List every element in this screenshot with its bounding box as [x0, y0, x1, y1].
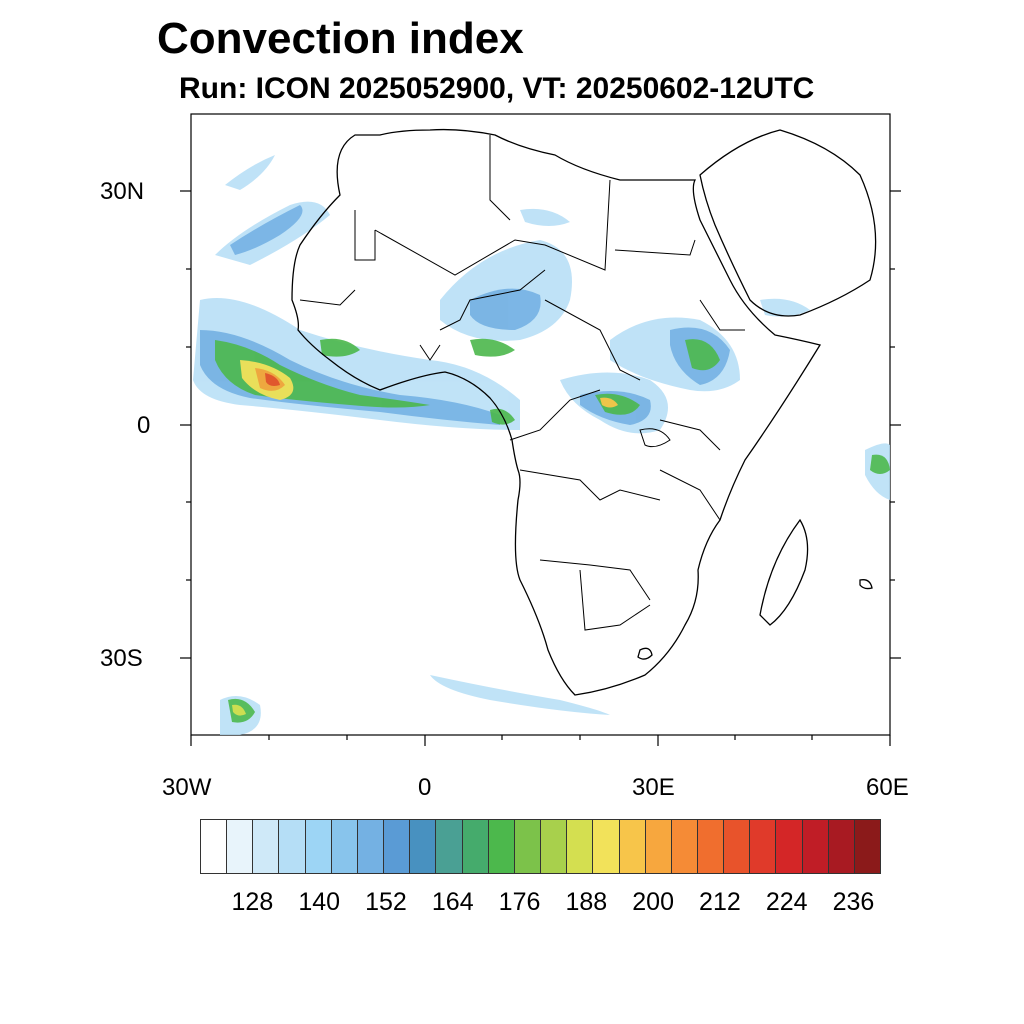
coastlines — [291, 128, 877, 696]
colorbar-label: 212 — [699, 888, 741, 916]
lat-label-0: 0 — [137, 412, 151, 439]
colorbar-label: 200 — [632, 888, 674, 916]
colorbar-cell — [305, 820, 332, 873]
colorbar-cell — [828, 820, 855, 873]
colorbar-cell — [384, 820, 411, 873]
colorbar-label: 128 — [231, 888, 274, 916]
axis-ticks — [180, 190, 901, 746]
colorbar-cell — [253, 820, 280, 873]
colorbar-label: 152 — [365, 888, 407, 916]
colorbar-cell — [279, 820, 306, 873]
convection-field — [193, 155, 890, 735]
colorbar-label: 176 — [498, 888, 541, 916]
lon-label-30e: 30E — [632, 774, 675, 801]
lon-label-0: 0 — [418, 774, 432, 801]
colorbar-cell — [488, 820, 515, 873]
colorbar-cell — [802, 820, 829, 873]
colorbar-cell — [462, 820, 489, 873]
colorbar — [200, 819, 881, 874]
colorbar-cell — [436, 820, 463, 873]
colorbar-cell — [776, 820, 803, 873]
colorbar-label: 164 — [431, 888, 474, 916]
run-info-subtitle: Run: ICON 2025052900, VT: 20250602-12UTC — [179, 72, 815, 105]
colorbar-cell — [697, 820, 725, 873]
colorbar-cell — [357, 820, 385, 873]
colorbar-cell — [854, 820, 881, 873]
colorbar-label: 140 — [298, 888, 341, 916]
colorbar-label: 188 — [565, 888, 608, 916]
colorbar-cell — [619, 820, 646, 873]
colorbar-cell — [567, 820, 594, 873]
colorbar-cell — [410, 820, 437, 873]
country-borders — [299, 135, 745, 631]
colorbar-cell — [541, 820, 568, 873]
colorbar-label: 224 — [765, 888, 808, 916]
colorbar-cell — [331, 820, 358, 873]
colorbar-cell — [645, 820, 672, 873]
colorbar-cell — [593, 820, 620, 873]
colorbar-cell — [201, 820, 228, 873]
colorbar-cell — [227, 820, 254, 873]
lon-label-60e: 60E — [866, 774, 909, 801]
colorbar-cell — [514, 820, 542, 873]
colorbar-cell — [671, 820, 698, 873]
colorbar-cell — [750, 820, 777, 873]
colorbar-label: 236 — [832, 888, 875, 916]
lat-label-30s: 30S — [100, 645, 143, 672]
colorbar-cell — [724, 820, 751, 873]
lon-label-30w: 30W — [162, 774, 212, 801]
map-title: Convection index — [157, 14, 524, 63]
lat-label-30n: 30N — [100, 178, 145, 205]
